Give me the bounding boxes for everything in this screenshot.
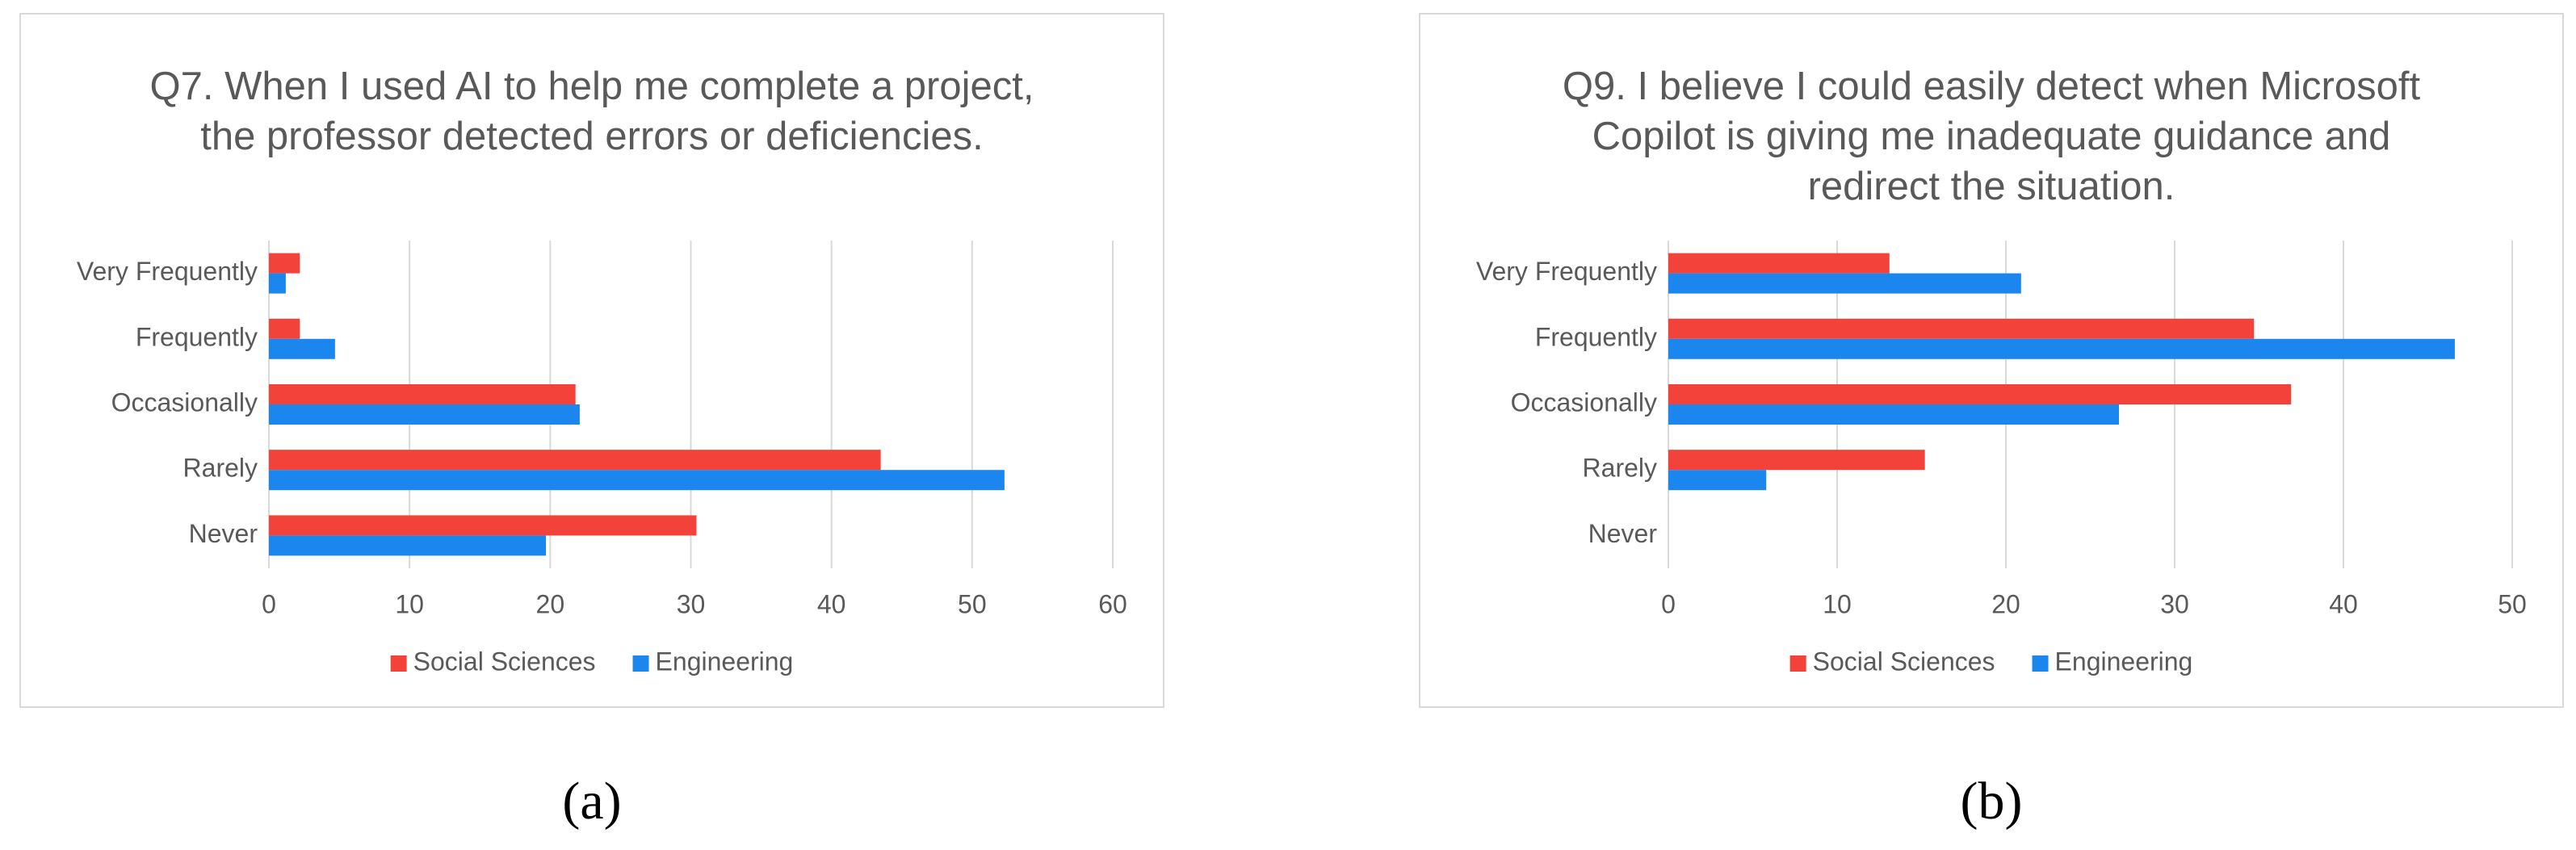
chart-frame: Q9. I believe I could easily detect when… bbox=[1419, 13, 2564, 708]
x-tick-label: 10 bbox=[1823, 589, 1852, 618]
y-tick-label: Very Frequently bbox=[1476, 257, 1657, 286]
bar bbox=[1668, 404, 2120, 425]
chart-title: Q7. When I used AI to help me complete a… bbox=[149, 65, 1034, 158]
x-tick-label: 30 bbox=[677, 589, 706, 618]
bar bbox=[1668, 318, 2255, 339]
bar bbox=[269, 515, 697, 536]
y-tick-label: Never bbox=[1588, 519, 1658, 548]
bar bbox=[269, 318, 300, 339]
bar bbox=[269, 450, 881, 471]
y-tick-label: Never bbox=[189, 519, 258, 548]
x-tick-label: 60 bbox=[1098, 589, 1127, 618]
y-tick-label: Occasionally bbox=[111, 387, 258, 417]
x-tick-label: 10 bbox=[395, 589, 424, 618]
bar bbox=[269, 253, 300, 274]
x-tick-label: 20 bbox=[1991, 589, 2020, 618]
bar bbox=[1668, 450, 1925, 471]
bar bbox=[269, 404, 580, 425]
bar bbox=[269, 535, 547, 556]
x-tick-label: 50 bbox=[958, 589, 987, 618]
bar bbox=[269, 384, 576, 404]
y-tick-label: Rarely bbox=[1583, 454, 1657, 483]
bar bbox=[1668, 253, 1890, 274]
legend-label: Engineering bbox=[656, 647, 794, 676]
caption: (a) bbox=[562, 772, 622, 831]
bar bbox=[1668, 384, 2292, 404]
bar bbox=[1668, 470, 1767, 491]
y-tick-label: Occasionally bbox=[1511, 387, 1657, 417]
chart: 0 10 20 30 40 50 60 Very Frequently Frequently Oc… bbox=[77, 241, 1127, 676]
legend-swatch bbox=[1789, 655, 1806, 672]
x-tick-label: 50 bbox=[2498, 589, 2527, 618]
bar bbox=[1668, 273, 2021, 294]
legend-swatch bbox=[390, 655, 407, 672]
legend-label: Engineering bbox=[2055, 647, 2193, 676]
x-tick-label: 0 bbox=[1661, 589, 1676, 618]
chart: 0 10 20 30 40 50 Very Frequently Frequently Occa… bbox=[1476, 241, 2527, 676]
bar bbox=[269, 273, 286, 294]
legend-swatch bbox=[632, 655, 649, 672]
bar bbox=[1668, 338, 2455, 359]
x-tick-label: 40 bbox=[2329, 589, 2358, 618]
y-tick-label: Rarely bbox=[183, 454, 258, 483]
chart-title: Q9. I believe I could easily detect when… bbox=[1562, 65, 2421, 208]
legend-label: Social Sciences bbox=[413, 647, 596, 676]
legend-swatch bbox=[2032, 655, 2049, 672]
y-tick-label: Frequently bbox=[1535, 322, 1657, 351]
x-tick-label: 40 bbox=[817, 589, 846, 618]
bar bbox=[269, 470, 1005, 491]
legend-label: Social Sciences bbox=[1813, 647, 1995, 676]
chart-frame: Q7. When I used AI to help me complete a… bbox=[19, 13, 1164, 708]
x-tick-label: 20 bbox=[536, 589, 565, 618]
bar bbox=[269, 338, 335, 359]
y-tick-label: Frequently bbox=[136, 322, 258, 351]
y-tick-label: Very Frequently bbox=[77, 257, 258, 286]
x-tick-label: 30 bbox=[2160, 589, 2189, 618]
x-tick-label: 0 bbox=[262, 589, 276, 618]
caption: (b) bbox=[1960, 772, 2023, 831]
